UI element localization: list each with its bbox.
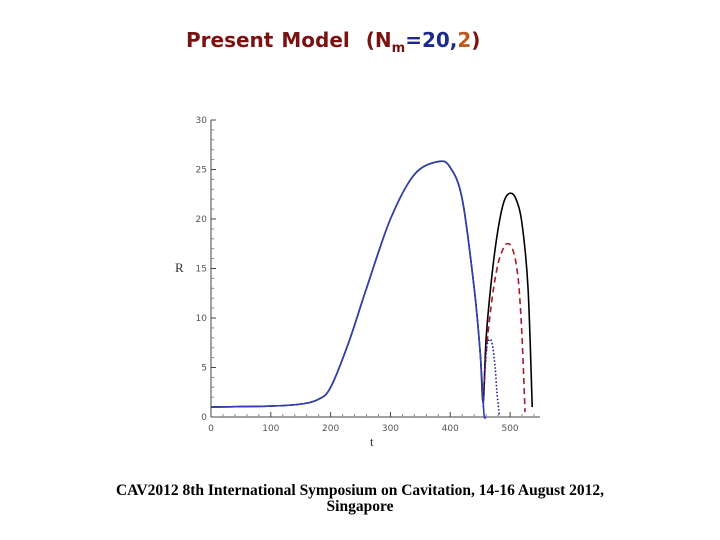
y-tick-label: 15 (196, 265, 207, 275)
x-tick-label: 0 (208, 424, 214, 434)
series-line-1-solid (210, 160, 534, 408)
y-tick-label: 10 (196, 314, 208, 324)
x-tick-label: 200 (322, 424, 339, 434)
y-axis-label: R (175, 260, 184, 275)
series-line-2-dashed (482, 242, 526, 413)
series-group (210, 160, 534, 419)
footer-line-2: Singapore (326, 498, 394, 515)
footer-line-1: CAV2012 8th International Symposium on C… (115, 482, 605, 499)
y-tick-label: 20 (196, 215, 208, 225)
x-axis-label: t (370, 434, 374, 449)
x-tick-label: 500 (501, 424, 518, 434)
x-tick-label: 300 (382, 424, 399, 434)
series-line-3-dotted (482, 338, 501, 416)
x-tick-label: 100 (262, 424, 279, 434)
y-tick-label: 5 (201, 364, 207, 374)
y-tick-label: 30 (196, 116, 208, 126)
series-line-4-solid (210, 160, 487, 419)
footer: CAV2012 8th International Symposium on C… (0, 483, 720, 515)
x-tick-label: 400 (442, 424, 459, 434)
slide-title: Present Model (Nm=20,2) (186, 28, 481, 56)
y-tick-label: 0 (201, 413, 207, 423)
y-tick-label: 25 (196, 166, 207, 176)
